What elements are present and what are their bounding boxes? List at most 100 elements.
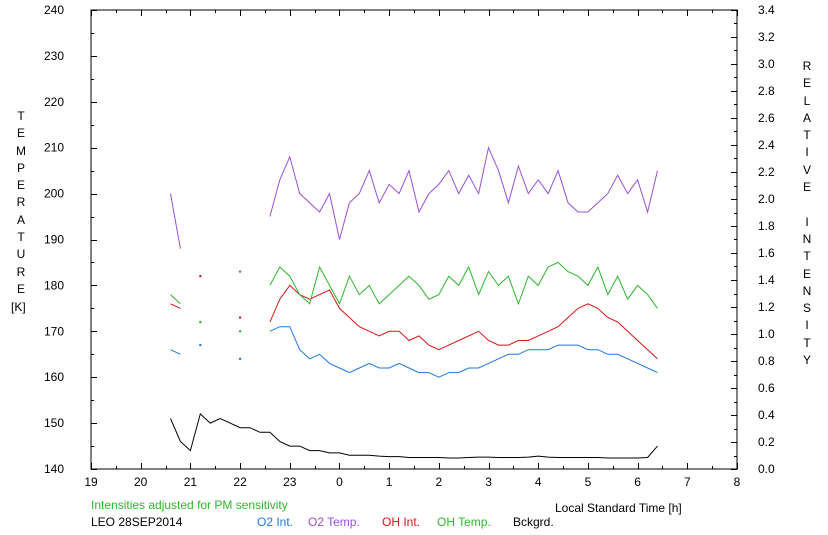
series-point — [238, 330, 242, 333]
axis-label-letter: E — [16, 178, 25, 193]
axis-label-letter: E — [802, 76, 811, 91]
y-right-tick-label: 0.0 — [758, 462, 775, 476]
axis-label-letter: L — [803, 93, 811, 108]
y-left-tick-label: 210 — [44, 141, 64, 155]
axis-label-letter: R — [16, 264, 26, 279]
series-o2-temp — [170, 146, 658, 273]
axis-label-letter: U — [16, 247, 26, 262]
series-line — [170, 294, 181, 305]
series-line — [269, 284, 658, 360]
chart-tick-labels: 19 20 21 22 23 0 1 2 3 4 5 6 7 8140150160170180190200… — [44, 3, 775, 489]
y-right-tick-label: 1.2 — [758, 300, 775, 314]
axis-label-letter: V — [802, 162, 811, 177]
y-right-tick-label: 3.4 — [758, 3, 775, 17]
axis-label-letter: Y — [802, 353, 811, 368]
axis-label-letter: A — [16, 212, 25, 227]
x-tick-label: 8 — [734, 475, 741, 489]
axis-label-letter: T — [17, 109, 25, 123]
x-tick-label: 1 — [386, 475, 393, 489]
y-right-tick-label: 2.6 — [758, 111, 775, 125]
y-left-tick-label: 160 — [44, 370, 64, 384]
y-right-tick-label: 1.4 — [758, 273, 775, 287]
legend-o2-temp: O2 Temp. — [308, 515, 360, 529]
x-axis-label: Local Standard Time [h] — [555, 501, 682, 515]
y-left-tick-label: 240 — [44, 3, 64, 17]
series-o2-int — [170, 326, 658, 378]
x-tick-label: 4 — [535, 475, 542, 489]
x-tick-label: 21 — [184, 475, 198, 489]
x-tick-label: 5 — [585, 475, 592, 489]
y-left-tick-label: 150 — [44, 416, 64, 430]
y-right-tick-label: 0.6 — [758, 381, 775, 395]
y-left-tick-label: 230 — [44, 49, 64, 63]
chart-series — [170, 146, 658, 459]
x-tick-label: 0 — [336, 475, 343, 489]
y-right-tick-label: 1.6 — [758, 246, 775, 260]
series-line — [269, 261, 658, 309]
x-tick-label: 23 — [283, 475, 297, 489]
y-right-tick-label: 0.2 — [758, 435, 775, 449]
y-right-tick-label: 2.8 — [758, 84, 775, 98]
y-left-tick-label: 140 — [44, 462, 64, 476]
plot-frame — [90, 9, 738, 470]
axis-label-letter: N — [802, 231, 812, 246]
axis-label-letter: E — [16, 281, 25, 296]
series-point — [199, 343, 202, 347]
y-left-tick-label: 170 — [44, 324, 64, 338]
y-right-tick-label: 0.4 — [758, 408, 775, 422]
axis-label-letter: R — [802, 59, 812, 73]
station-label: LEO 28SEP2014 — [91, 515, 183, 529]
y-right-tick-label: 1.8 — [758, 219, 775, 233]
axis-label-letter: E — [802, 266, 811, 281]
y-right-tick-label: 2.2 — [758, 165, 775, 179]
y-right-tick-label: 2.0 — [758, 192, 775, 206]
axis-label-letter: R — [16, 195, 26, 210]
y-left-tick-label: 180 — [44, 278, 64, 292]
x-tick-label: 20 — [134, 475, 148, 489]
series-line — [170, 193, 181, 249]
y-right-tick-label: 0.8 — [758, 354, 775, 368]
y-right-tick-label: 3.2 — [758, 30, 775, 44]
axis-label-letter: P — [16, 160, 25, 175]
axis-label-letter: T — [803, 335, 811, 350]
series-oh-temp — [170, 261, 658, 333]
series-line — [170, 303, 181, 309]
axis-label-letter: I — [805, 145, 809, 160]
series-point — [238, 270, 242, 273]
y-left-tick-label: 220 — [44, 95, 64, 109]
y-left-axis-unit: [K] — [11, 300, 26, 314]
axis-label-letter: T — [803, 249, 811, 264]
axis-label-letter: T — [803, 128, 811, 143]
series-line — [170, 349, 181, 355]
series-point — [238, 357, 242, 361]
series-line — [269, 146, 658, 240]
axis-label-letter: I — [805, 214, 809, 229]
note-text: Intensities adjusted for PM sensitivity — [91, 498, 288, 512]
y-left-tick-label: 190 — [44, 233, 64, 247]
series-point — [199, 275, 202, 278]
axis-label-letter: M — [16, 143, 26, 158]
x-tick-label: 7 — [684, 475, 691, 489]
y-left-tick-label: 200 — [44, 187, 64, 201]
axis-label-letter: I — [805, 318, 809, 333]
axis-label-letter: A — [802, 110, 811, 125]
legend-bckgrd: Bckgrd. — [513, 515, 554, 529]
y-right-tick-label: 3.0 — [758, 57, 775, 71]
x-tick-label: 19 — [84, 475, 98, 489]
series-oh-int — [170, 275, 658, 360]
x-tick-label: 3 — [485, 475, 492, 489]
axis-label-letter: T — [17, 230, 25, 245]
y-right-tick-label: 1.0 — [758, 327, 775, 341]
axis-label-letter: E — [16, 126, 25, 141]
legend-o2-int: O2 Int. — [257, 515, 294, 529]
series-line — [269, 326, 658, 378]
series-bckgrd — [170, 412, 658, 459]
series-line — [170, 412, 658, 459]
chart-axes — [90, 9, 738, 470]
x-tick-label: 2 — [436, 475, 443, 489]
legend-oh-int: OH Int. — [382, 515, 421, 529]
axis-label-letter: N — [802, 283, 812, 298]
